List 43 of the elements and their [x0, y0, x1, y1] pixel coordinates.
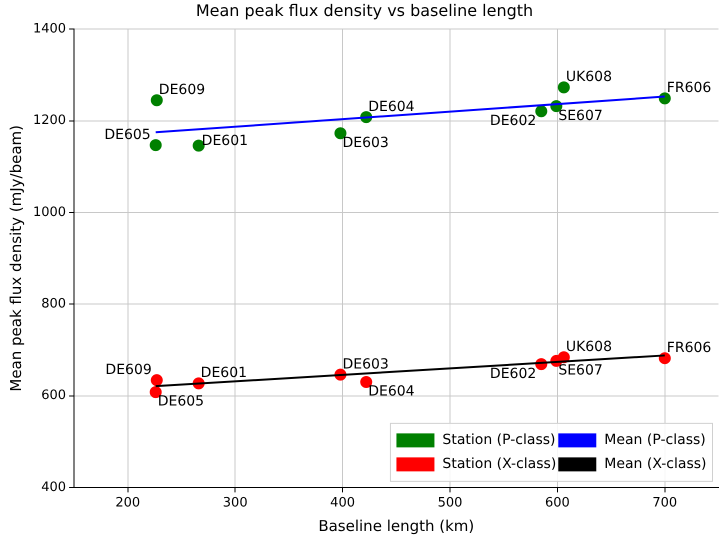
point	[150, 374, 163, 386]
annotation: DE602	[490, 366, 536, 382]
legend-label: Station (X-class)	[442, 456, 556, 472]
annotation: UK608	[566, 338, 612, 355]
annotation: DE601	[200, 365, 248, 382]
annotation: DE602	[490, 112, 536, 129]
x-tick-label: 200	[115, 496, 140, 511]
annotation: DE609	[158, 82, 206, 98]
y-tick-label: 800	[41, 296, 66, 312]
annotation: UK608	[566, 69, 612, 86]
x-tick-label: 500	[438, 496, 462, 511]
x-tick-label: 700	[652, 496, 678, 511]
annotation: DE604	[368, 98, 415, 115]
annotation: FR606	[666, 80, 712, 96]
x-axis-title: Baseline length (km)	[318, 516, 474, 535]
annotation: SE607	[558, 108, 603, 124]
annotation: FR606	[666, 340, 712, 356]
legend-label: Mean (X-class)	[604, 456, 706, 472]
x-tick-label: 300	[222, 496, 248, 511]
y-tick-label: 400	[41, 480, 66, 495]
point	[150, 139, 162, 152]
point	[150, 94, 163, 106]
annotation: DE603	[342, 356, 389, 372]
point	[558, 81, 570, 94]
annotation: DE605	[104, 126, 151, 143]
legend-label: Station (P-class)	[442, 432, 556, 448]
y-tick-label: 1000	[32, 204, 66, 220]
annotation: DE609	[105, 362, 152, 378]
annotation: DE601	[202, 133, 248, 150]
annotation: SE607	[558, 362, 603, 379]
annotation: DE603	[342, 134, 389, 151]
y-axis-title: Mean peak flux density (mJy/beam)	[6, 124, 25, 392]
x-tick-label: 400	[330, 496, 356, 511]
y-tick-label: 600	[41, 388, 66, 404]
point	[192, 140, 205, 152]
legend-label: Mean (P-class)	[604, 432, 706, 448]
point	[535, 105, 548, 118]
y-tick-label: 1400	[32, 22, 66, 37]
annotation: DE605	[158, 394, 204, 410]
x-tick-label: 600	[544, 496, 570, 511]
annotation: DE604	[368, 384, 415, 400]
chart-title: Mean peak flux density vs baseline length	[196, 0, 534, 20]
y-tick-label: 1200	[32, 113, 66, 128]
